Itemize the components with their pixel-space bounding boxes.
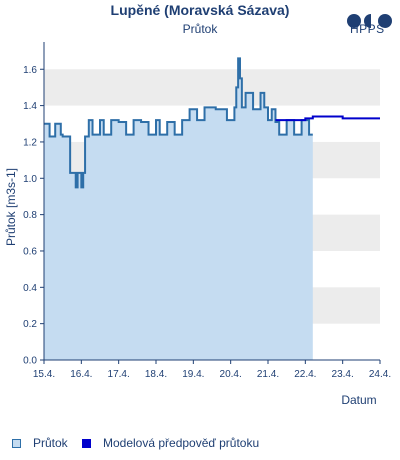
x-tick-label: 17.4.: [108, 369, 130, 380]
grid-band: [44, 69, 380, 106]
x-tick-label: 22.4.: [294, 369, 316, 380]
series-line-observed: [44, 57, 313, 189]
y-tick-label: 1.0: [23, 174, 37, 185]
x-tick-label: 24.4.: [369, 369, 391, 380]
y-tick-label: 1.6: [23, 65, 37, 76]
chart-subtitle: Průtok: [182, 22, 218, 36]
x-tick-labels: 15.4. 16.4. 17.4. 18.4. 19.4. 20.4. 21.4. 22.4.…: [33, 369, 391, 380]
legend-item-observed: Průtok: [12, 436, 68, 450]
series-line-forecast: [275, 115, 380, 122]
x-tick-label: 21.4.: [257, 369, 279, 380]
flow-chart: 0.0 0.2 0.4 0.6 0.8 1.0 1.2 1.4 1.6 15.4. 16.4. 17…: [4, 42, 391, 407]
x-axis-label: Datum: [341, 393, 376, 407]
hpps-logo: [347, 14, 392, 28]
y-axis-label: Průtok [m3s-1]: [4, 168, 18, 246]
y-tick-label: 1.2: [23, 137, 37, 148]
y-tick-label: 1.4: [23, 101, 37, 112]
x-tick-label: 16.4.: [70, 369, 92, 380]
y-tick-label: 0.2: [23, 319, 37, 330]
chart-title: Lupěné (Moravská Sázava): [110, 2, 290, 18]
legend-swatch-observed: [12, 438, 21, 448]
axes: [40, 42, 381, 364]
legend-label-observed: Průtok: [33, 436, 68, 450]
x-tick-label: 23.4.: [332, 369, 354, 380]
y-tick-label: 0.4: [23, 283, 37, 294]
x-tick-label: 15.4.: [33, 369, 55, 380]
x-tick-label: 19.4.: [182, 369, 204, 380]
legend-label-forecast: Modelová předpověď průtoku: [103, 436, 260, 450]
legend-item-forecast: Modelová předpověď průtoku: [82, 436, 259, 450]
legend-swatch-forecast: [82, 438, 91, 448]
y-tick-label: 0.0: [23, 356, 37, 367]
logo-text: HPPS: [350, 22, 385, 36]
x-tick-label: 20.4.: [220, 369, 242, 380]
x-tick-label: 18.4.: [145, 369, 167, 380]
y-tick-label: 0.8: [23, 210, 37, 221]
y-tick-label: 0.6: [23, 246, 37, 257]
y-tick-labels: 0.0 0.2 0.4 0.6 0.8 1.0 1.2 1.4 1.6: [23, 65, 37, 367]
